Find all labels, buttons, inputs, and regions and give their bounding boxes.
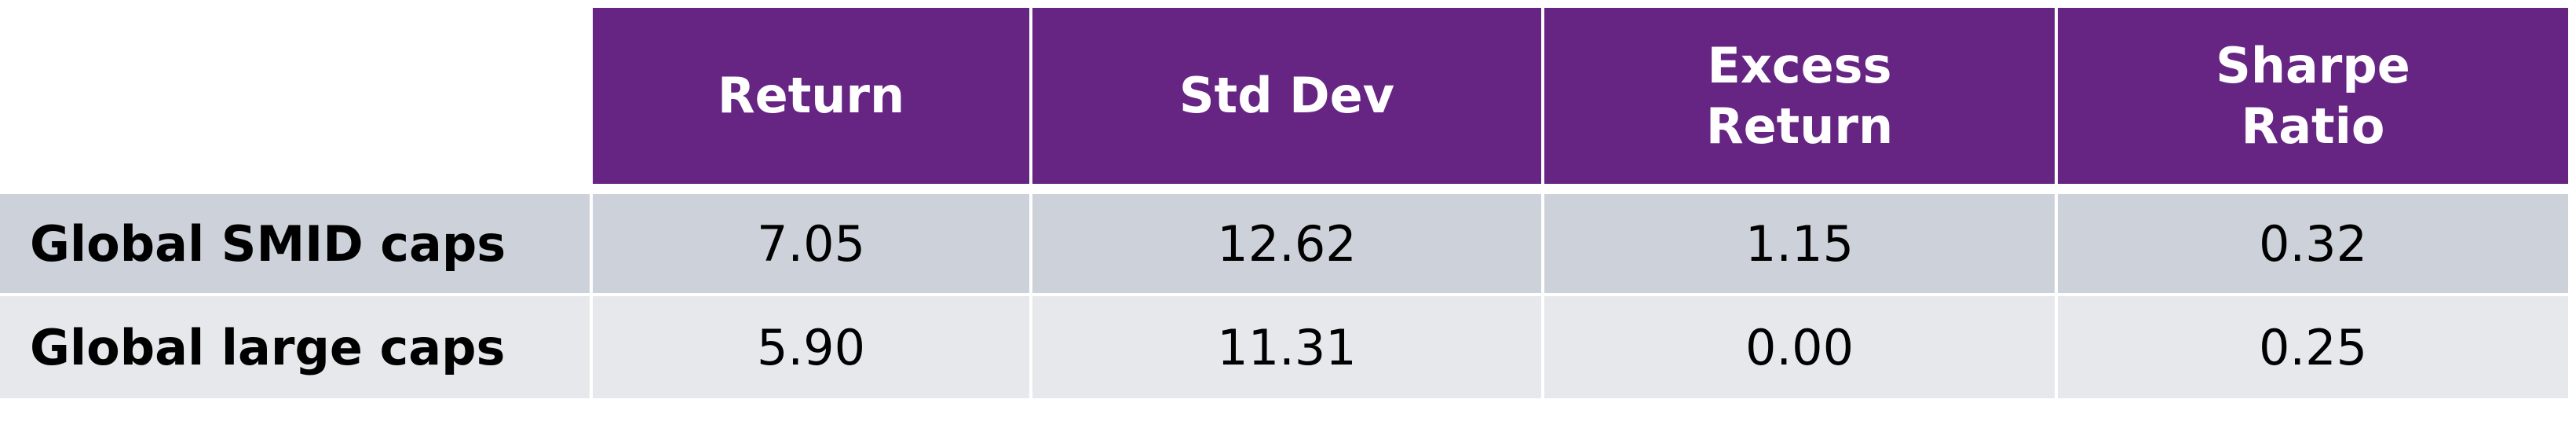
cell-text: Global SMID caps	[30, 214, 506, 273]
cell-text: 1.15	[1745, 214, 1854, 273]
cell-text: Return	[717, 67, 905, 125]
cell-text: Sharpe Ratio	[2216, 36, 2410, 156]
table-cell: 7.05	[593, 194, 1029, 293]
table-cell: 0.32	[2058, 194, 2568, 293]
row-label: Global SMID caps	[0, 194, 590, 293]
cell-text: 5.90	[756, 318, 866, 376]
table-cell: 1.15	[1544, 194, 2055, 293]
column-header: Return	[593, 8, 1029, 184]
cell-text: Global large caps	[30, 318, 506, 376]
cell-text: Std Dev	[1178, 67, 1395, 125]
table-cell: 5.90	[593, 296, 1029, 398]
cell-text: Excess Return	[1705, 36, 1894, 156]
cell-text: 12.62	[1217, 214, 1357, 273]
cell-text: 0.25	[2258, 318, 2368, 376]
table-cell: 12.62	[1032, 194, 1541, 293]
cell-text: 0.00	[1745, 318, 1854, 376]
cell-text: 11.31	[1217, 318, 1357, 376]
table-cell: 11.31	[1032, 296, 1541, 398]
cell-text: 7.05	[756, 214, 866, 273]
column-header: Std Dev	[1032, 8, 1541, 184]
cell-text: 0.32	[2258, 214, 2368, 273]
column-header: Sharpe Ratio	[2058, 8, 2568, 184]
row-label: Global large caps	[0, 296, 590, 398]
table-cell: 0.00	[1544, 296, 2055, 398]
column-header: Excess Return	[1544, 8, 2055, 184]
table-cell: 0.25	[2058, 296, 2568, 398]
